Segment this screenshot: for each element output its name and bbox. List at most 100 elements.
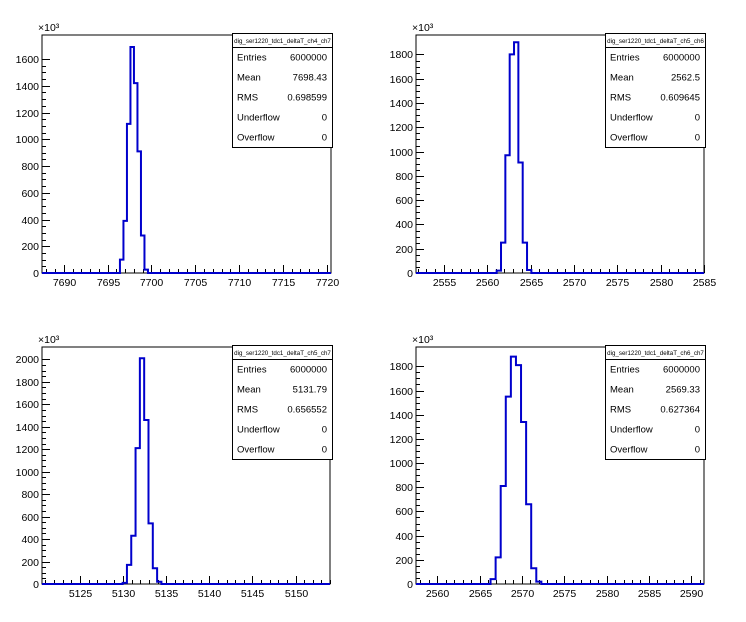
- y-tick-label: 600: [21, 512, 39, 524]
- stats-label: Overflow: [237, 445, 275, 456]
- x-tick-label: 2560: [426, 588, 450, 600]
- x-tick-label: 5125: [69, 588, 93, 600]
- y-tick-label: 1000: [390, 458, 414, 470]
- stats-box: dig_ser1220_tdc1_deltaT_ch6_ch7 Entries 60…: [605, 345, 706, 460]
- histogram-line: [416, 41, 704, 274]
- stats-value: 0: [322, 425, 327, 436]
- stats-value: 5131.79: [293, 385, 327, 396]
- y-tick-label: 200: [21, 557, 39, 569]
- x-tick-label: 5130: [112, 588, 136, 600]
- stats-value: 6000000: [290, 365, 327, 376]
- y-tick-label: 600: [21, 188, 39, 200]
- y-tick-label: 800: [395, 171, 413, 183]
- y-tick-label: 1600: [390, 74, 414, 86]
- stats-label: Underflow: [610, 113, 653, 124]
- stats-value: 7698.43: [293, 73, 327, 84]
- histogram-line: [42, 46, 331, 274]
- x-tick-label: 2570: [511, 588, 535, 600]
- x-tick-label: 2580: [596, 588, 620, 600]
- stats-label: Underflow: [237, 425, 280, 436]
- y-tick-label: 800: [21, 489, 39, 501]
- y-tick-label: 1400: [390, 410, 414, 422]
- stats-label: Mean: [237, 73, 261, 84]
- stats-label: RMS: [610, 93, 631, 104]
- x-tick-label: 2555: [433, 277, 457, 289]
- x-tick-label: 7690: [53, 277, 77, 289]
- y-tick-label: 1600: [16, 54, 40, 66]
- histogram-panel-3: 0 200 400 600 800 1000 1200 1400 1600 1800 2000 512…: [16, 334, 333, 600]
- x-tick-label: 2560: [476, 277, 500, 289]
- stats-label: Underflow: [610, 425, 653, 436]
- x-tick-label: 5150: [285, 588, 309, 600]
- x-tick-label: 5145: [241, 588, 265, 600]
- x-tick-label: 7700: [140, 277, 164, 289]
- y-tick-label: 200: [21, 241, 39, 253]
- stats-label: RMS: [610, 405, 631, 416]
- y-tick-label: 1000: [390, 147, 414, 159]
- x-tick-label: 7695: [97, 277, 121, 289]
- stats-value: 0: [322, 113, 327, 124]
- y-tick-label: 1600: [16, 399, 40, 411]
- y-tick-label: 0: [407, 579, 413, 591]
- x-tick-label: 2565: [469, 588, 493, 600]
- stats-value: 2569.33: [666, 385, 700, 396]
- y-tick-label: 0: [407, 268, 413, 280]
- stats-value: 0: [322, 445, 327, 456]
- histogram-line: [42, 357, 330, 585]
- y-tick-label: 400: [21, 534, 39, 546]
- stats-box: dig_ser1220_tdc1_deltaT_ch5_ch6 Entries 60…: [605, 33, 706, 148]
- stats-label: Overflow: [237, 133, 275, 144]
- stats-label: RMS: [237, 405, 258, 416]
- y-tick-label: 2000: [16, 354, 40, 366]
- x-tick-label: 2575: [606, 277, 630, 289]
- x-tick-label: 2585: [638, 588, 662, 600]
- stats-label: Overflow: [610, 133, 648, 144]
- stats-label: Underflow: [237, 113, 280, 124]
- y-tick-label: 1200: [390, 434, 414, 446]
- stats-value: 6000000: [663, 365, 700, 376]
- stats-value: 6000000: [663, 53, 700, 64]
- stats-value: 0.698599: [287, 93, 327, 104]
- y-tick-label: 1400: [16, 422, 40, 434]
- histogram-panel-1: 0 200 400 600 800 1000 1200 1400 1600 7690 7695 770…: [16, 22, 340, 289]
- x-tick-label: 2580: [650, 277, 674, 289]
- stats-value: 0: [322, 133, 327, 144]
- histogram-panel-2: 0 200 400 600 800 1000 1200 1400 1600 1800 2555 256…: [390, 22, 717, 289]
- y-tick-label: 200: [395, 244, 413, 256]
- stats-label: Mean: [610, 73, 634, 84]
- stats-label: Mean: [610, 385, 634, 396]
- y-tick-label: 800: [395, 482, 413, 494]
- stats-value: 0.609645: [660, 93, 700, 104]
- stats-value: 0.627364: [660, 405, 700, 416]
- x-tick-label: 7720: [316, 277, 340, 289]
- y-tick-label: 600: [395, 195, 413, 207]
- y-tick-label: 1600: [390, 386, 414, 398]
- stats-label: Entries: [610, 365, 640, 376]
- stats-box-frame: [232, 33, 333, 148]
- x-tick-label: 7715: [272, 277, 296, 289]
- y-multiplier-label: ×10³: [412, 334, 434, 346]
- stats-label: Entries: [610, 53, 640, 64]
- y-tick-label: 1000: [16, 134, 40, 146]
- y-tick-label: 800: [21, 161, 39, 173]
- stats-box: dig_ser1220_tdc1_deltaT_ch4_ch7 Entries 60…: [232, 33, 333, 148]
- stats-value: 0: [695, 113, 700, 124]
- histogram-line: [416, 355, 704, 585]
- x-tick-label: 2570: [563, 277, 587, 289]
- x-tick-label: 7710: [228, 277, 252, 289]
- y-tick-label: 200: [395, 555, 413, 567]
- x-tick-label: 2565: [520, 277, 544, 289]
- y-tick-label: 600: [395, 506, 413, 518]
- stats-box-frame: [605, 345, 706, 460]
- stats-box-title: dig_ser1220_tdc1_deltaT_ch5_ch6: [607, 38, 704, 45]
- x-tick-label: 5135: [155, 588, 179, 600]
- y-tick-label: 400: [395, 219, 413, 231]
- y-tick-label: 1200: [16, 108, 40, 120]
- y-tick-label: 1400: [16, 81, 40, 93]
- stats-box-title: dig_ser1220_tdc1_deltaT_ch5_ch7: [234, 350, 331, 357]
- y-tick-label: 400: [21, 215, 39, 227]
- y-tick-label: 1400: [390, 98, 414, 110]
- stats-box-frame: [605, 33, 706, 148]
- stats-value: 2562.5: [671, 73, 700, 84]
